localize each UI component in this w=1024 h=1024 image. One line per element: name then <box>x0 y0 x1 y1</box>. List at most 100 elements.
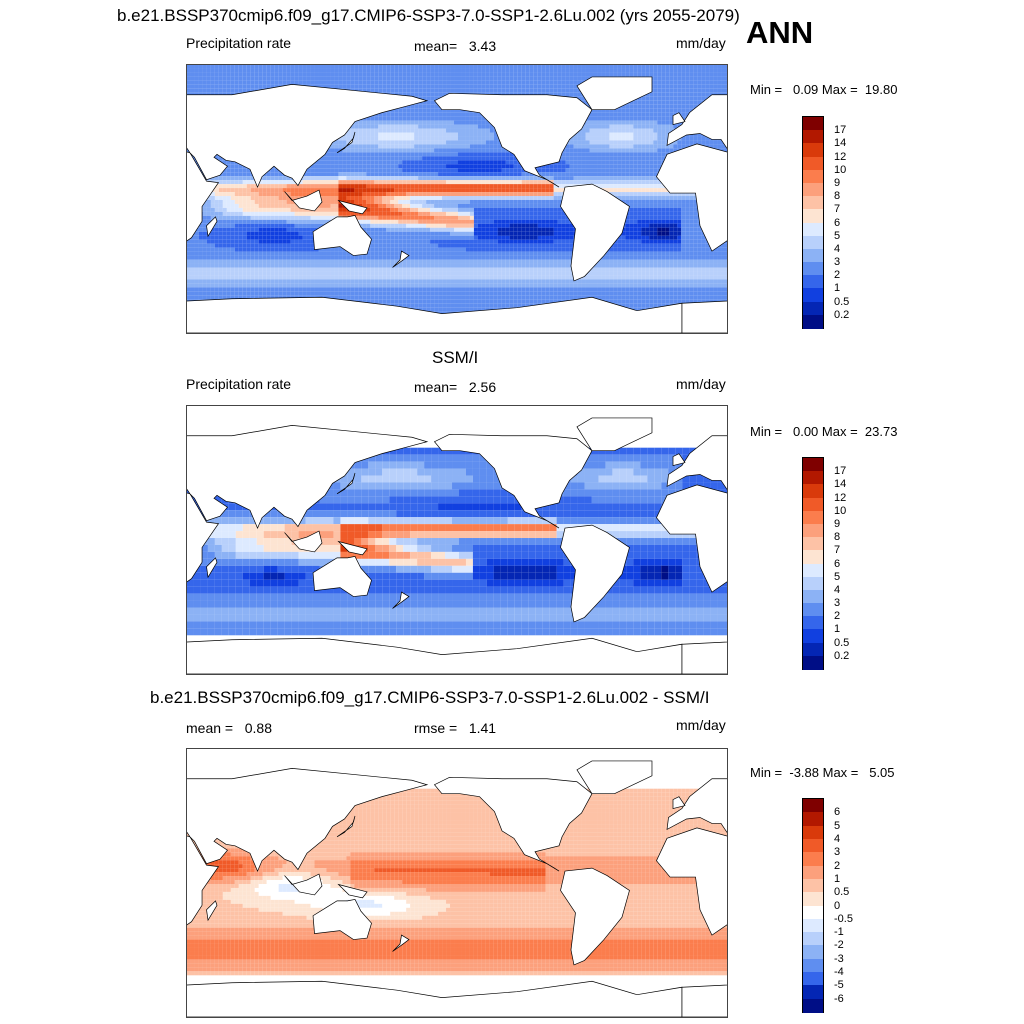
coastline <box>337 883 368 899</box>
colorbar-swatch <box>803 563 823 578</box>
colorbar-tick-label: -2 <box>834 939 844 952</box>
colorbar-tick-label: 4 <box>834 583 841 596</box>
colorbar-tick-label: -1 <box>834 926 844 939</box>
colorbar-swatch <box>803 156 823 171</box>
coastline <box>187 980 683 1017</box>
colorbar-tick-label: 12 <box>834 150 847 163</box>
coastline <box>672 453 686 467</box>
coastline <box>312 898 372 940</box>
colorbar-swatch <box>803 799 823 813</box>
colorbar-tick-label: 10 <box>834 163 847 176</box>
colorbar-swatch <box>803 235 823 250</box>
coastline <box>433 92 593 188</box>
colorbar-swatch <box>803 497 823 512</box>
colorbar-tick-label: 0.5 <box>834 636 850 649</box>
colorbar-tick-label: 12 <box>834 491 847 504</box>
colorbar-swatch <box>803 182 823 197</box>
colorbar-tick-label: 1 <box>834 872 841 885</box>
colorbar-tick-label: 2 <box>834 269 841 282</box>
coastline <box>576 417 653 452</box>
coastline <box>560 867 630 966</box>
colorbar-swatch <box>803 865 823 880</box>
coastline <box>312 555 372 597</box>
colorbar-swatch <box>803 510 823 525</box>
panel3-map <box>186 748 728 1018</box>
coastline <box>336 815 356 838</box>
colorbar-swatch <box>803 209 823 223</box>
colorbar-tick-label: 5 <box>834 229 841 242</box>
coastline <box>187 492 220 583</box>
colorbar-tick-label: 8 <box>834 531 841 544</box>
colorbar-tick-label: 0.2 <box>834 649 850 662</box>
coastline <box>337 540 368 556</box>
coastline <box>336 472 356 495</box>
panel1-mean-label: mean= 3.43 <box>414 38 497 54</box>
coastline <box>656 143 727 252</box>
colorbar-swatch <box>803 458 823 472</box>
colorbar-swatch <box>803 603 823 617</box>
colorbar-swatch <box>803 878 823 893</box>
coastline <box>392 250 410 268</box>
colorbar-tick-label: 7 <box>834 203 841 216</box>
colorbar-swatch <box>803 825 823 840</box>
colorbar-swatch <box>803 275 823 289</box>
colorbar-swatch <box>803 655 823 670</box>
colorbar-swatch <box>803 958 823 973</box>
panel1-map <box>186 64 728 334</box>
colorbar-tick-label: -6 <box>834 992 844 1005</box>
panel1-variable-label: Precipitation rate <box>186 35 292 51</box>
colorbar-tick-label: 4 <box>834 832 841 845</box>
colorbar-tick-label: 4 <box>834 242 841 255</box>
colorbar-swatch <box>803 932 823 946</box>
colorbar-tick-label: 6 <box>834 216 841 229</box>
coastline <box>666 435 727 491</box>
colorbar-tick-label: 3 <box>834 846 841 859</box>
colorbar-tick-label: 5 <box>834 570 841 583</box>
coastline <box>187 768 429 872</box>
colorbar-swatch <box>803 537 823 551</box>
colorbar-swatch <box>803 314 823 329</box>
coastline <box>187 296 683 333</box>
colorbar-swatch <box>803 589 823 604</box>
colorbar-tick-label: 0.5 <box>834 886 850 899</box>
panel2-colorbar <box>802 457 824 670</box>
coastline <box>392 591 410 609</box>
colorbar-tick-label: 3 <box>834 597 841 610</box>
colorbar-swatch <box>803 616 823 630</box>
panel3-mean-label: mean = 0.88 <box>186 720 273 736</box>
colorbar-tick-label: 9 <box>834 176 841 189</box>
colorbar-swatch <box>803 301 823 316</box>
coastline <box>206 557 218 579</box>
coastline <box>284 873 323 896</box>
coastline <box>206 900 218 922</box>
coastline <box>656 484 727 593</box>
colorbar-tick-label: 8 <box>834 190 841 203</box>
colorbar-swatch <box>803 812 823 827</box>
panel2-units-label: mm/day <box>676 376 726 392</box>
colorbar-tick-label: 17 <box>834 465 847 478</box>
colorbar-swatch <box>803 117 823 131</box>
coastline <box>433 776 593 872</box>
colorbar-swatch <box>803 945 823 960</box>
colorbar-tick-label: -3 <box>834 952 844 965</box>
colorbar-tick-label: 0.2 <box>834 308 850 321</box>
coastline <box>187 151 220 242</box>
colorbar-swatch <box>803 998 823 1013</box>
colorbar-tick-label: 1 <box>834 623 841 636</box>
colorbar-tick-label: -0.5 <box>834 912 853 925</box>
panel2-title: SSM/I <box>432 348 479 367</box>
coastline <box>187 835 220 926</box>
coastline <box>187 637 683 674</box>
colorbar-swatch <box>803 838 823 853</box>
colorbar-swatch <box>803 143 823 158</box>
colorbar-swatch <box>803 972 823 986</box>
panel3-minmax: Min = -3.88 Max = 5.05 <box>750 765 895 780</box>
colorbar-swatch <box>803 523 823 538</box>
colorbar-swatch <box>803 905 823 920</box>
colorbar-tick-label: 2 <box>834 610 841 623</box>
coastline <box>284 189 323 212</box>
coastline <box>337 199 368 215</box>
coastline <box>666 778 727 834</box>
panel1-colorbar <box>802 116 824 329</box>
colorbar-swatch <box>803 576 823 591</box>
